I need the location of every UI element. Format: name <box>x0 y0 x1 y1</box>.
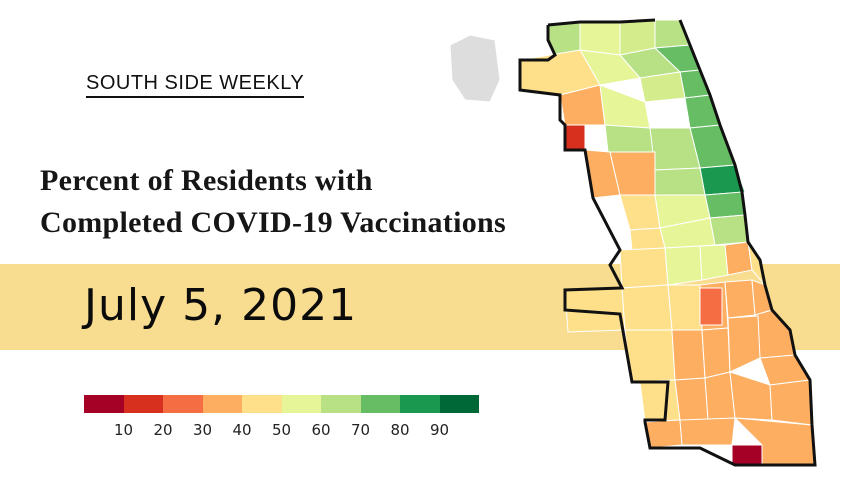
region-washington-park <box>724 279 756 319</box>
region-beverly <box>639 379 681 423</box>
community-area-regions <box>449 19 816 466</box>
region-south-loop <box>709 214 749 246</box>
region-garfield-park <box>619 194 661 231</box>
region-chatham <box>727 315 761 373</box>
legend-tick-labels: 10 20 30 40 50 60 70 80 90 <box>84 421 479 445</box>
region-far-north-west <box>579 21 621 56</box>
color-legend: 10 20 30 40 50 60 70 80 90 <box>84 395 479 445</box>
region-albany-park <box>639 71 686 103</box>
region-ashburn <box>624 329 676 383</box>
legend-color-bar <box>84 395 479 413</box>
legend-swatch <box>202 395 242 413</box>
region-montclare <box>564 124 586 151</box>
legend-swatch <box>321 395 361 413</box>
city-outline <box>518 19 817 467</box>
region-south-shore <box>754 309 796 359</box>
region-garfield-ridge <box>619 247 669 289</box>
region-west-lawn <box>621 284 673 331</box>
legend-tick-label: 90 <box>429 421 450 439</box>
region-douglas <box>724 241 753 276</box>
publication-name: SOUTH SIDE WEEKLY <box>86 72 305 98</box>
region-ohare <box>449 34 501 103</box>
legend-tick-label: 20 <box>153 421 173 439</box>
region-near-west <box>654 167 706 196</box>
legend-tick-label: 50 <box>271 421 292 439</box>
legend-swatch <box>123 395 163 413</box>
legend-tick-label: 10 <box>113 421 134 439</box>
legend-tick-label: 60 <box>311 421 331 439</box>
region-englewood <box>701 327 731 379</box>
legend-swatch <box>242 395 282 413</box>
region-south-lawndale <box>629 227 666 251</box>
legend-swatch <box>163 395 203 413</box>
region-fuller-park <box>699 287 723 326</box>
region-pullman <box>729 371 773 421</box>
region-chicago-lawn <box>671 329 706 381</box>
legend-swatch <box>439 395 479 413</box>
legend-swatch <box>360 395 400 413</box>
chicago-choropleth-map <box>449 18 817 467</box>
legend-tick-label: 80 <box>390 421 410 439</box>
region-west-pullman <box>679 417 736 446</box>
region-riverdale <box>731 444 763 466</box>
region-mckinley-park <box>699 244 729 281</box>
legend-swatch <box>281 395 321 413</box>
legend-tick-label: 30 <box>192 421 213 439</box>
region-archer-heights <box>664 245 703 286</box>
map-title: Percent of Residents with Completed COVI… <box>40 160 600 244</box>
legend-swatch <box>400 395 440 413</box>
legend-swatch <box>84 395 124 413</box>
legend-tick-label: 40 <box>232 421 252 439</box>
region-gage-park <box>667 284 703 331</box>
region-loop <box>704 191 746 219</box>
north-boundary <box>547 18 656 27</box>
legend-tick-label: 70 <box>350 421 371 439</box>
title-line-2: Completed COVID-19 Vaccinations <box>40 206 506 239</box>
region-washington-heights <box>674 377 709 421</box>
region-logan-square <box>604 124 656 153</box>
date-label: July 5, 2021 <box>84 280 358 331</box>
title-line-1: Percent of Residents with <box>40 164 373 197</box>
region-east-side <box>769 379 813 426</box>
